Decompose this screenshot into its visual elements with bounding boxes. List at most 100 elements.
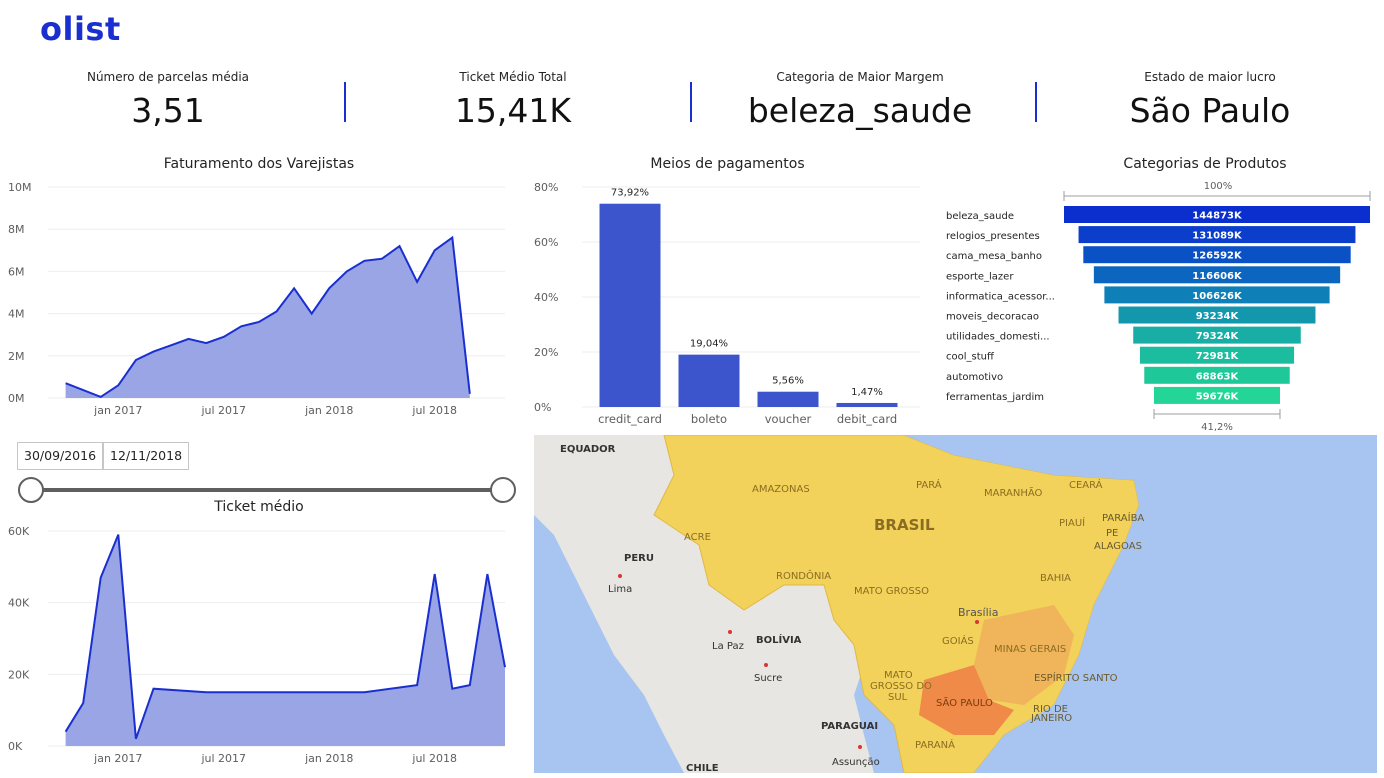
x-tick-label: jan 2017 xyxy=(93,404,142,417)
revenue-chart-title: Faturamento dos Varejistas xyxy=(163,156,355,172)
label-parana: PARANÁ xyxy=(915,738,955,751)
funnel-bar-label: 144873K xyxy=(1192,211,1243,222)
payments-chart-title: Meios de pagamentos xyxy=(650,156,805,172)
ticket-chart-title: Ticket médio xyxy=(214,499,304,515)
funnel-category-label: beleza_saude xyxy=(946,211,1014,222)
label-brasilia: Brasília xyxy=(958,606,998,619)
payment-bar[interactable] xyxy=(757,391,819,407)
funnel-category-label: cama_mesa_banho xyxy=(946,251,1042,262)
date-range-slider[interactable] xyxy=(15,474,520,506)
y-tick-label: 60% xyxy=(534,236,558,249)
label-ceara: CEARÁ xyxy=(1069,478,1103,491)
y-tick-label: 40K xyxy=(8,597,30,610)
label-equador: EQUADOR xyxy=(560,444,616,455)
slider-start-handle[interactable] xyxy=(18,477,44,503)
funnel-bottom-label: 41,2% xyxy=(1201,422,1233,433)
kpi-label: Ticket Médio Total xyxy=(459,70,567,84)
payment-bar-label: 5,56% xyxy=(772,376,804,387)
funnel-bar[interactable] xyxy=(1153,386,1281,404)
lima-dot xyxy=(618,574,622,578)
y-tick-label: 60K xyxy=(8,525,30,538)
brasilia-dot xyxy=(975,620,979,624)
funnel-bar[interactable] xyxy=(1064,206,1370,223)
categories-chart-title: Categorias de Produtos xyxy=(1123,156,1287,172)
y-tick-label: 20% xyxy=(534,346,558,359)
label-chile: CHILE xyxy=(686,763,719,773)
funnel-bar[interactable] xyxy=(1093,266,1341,284)
kpi-value: São Paulo xyxy=(1129,91,1291,130)
label-rio-de: RIO DE xyxy=(1033,704,1068,715)
payment-bar-label: 19,04% xyxy=(690,339,728,350)
funnel-category-label: ferramentas_jardim xyxy=(946,392,1044,403)
payment-category-label: credit_card xyxy=(598,412,662,426)
payment-category-label: debit_card xyxy=(837,412,897,426)
label-peru: PERU xyxy=(624,553,654,564)
categories-funnel[interactable]: 100% beleza_saude 144873K relogios_present… xyxy=(940,175,1380,435)
label-lima: Lima xyxy=(608,584,632,595)
funnel-bar[interactable] xyxy=(1104,286,1330,304)
label-brasil: BRASIL xyxy=(874,516,935,534)
north-ocean xyxy=(904,435,1377,480)
revenue-chart[interactable]: 10M 8M 6M 4M 2M 0M jan 2017 jul 2017 jan 2018 ju… xyxy=(0,175,520,425)
lapaz-dot xyxy=(728,630,732,634)
payment-bar-label: 1,47% xyxy=(851,387,883,398)
label-mato: MATO xyxy=(884,670,913,681)
y-tick-label: 40% xyxy=(534,291,558,304)
atlantic-ocean xyxy=(974,480,1377,773)
kpi-ticket: Ticket Médio Total 15,41K xyxy=(363,68,663,131)
funnel-category-label: cool_stuff xyxy=(946,352,995,363)
ticket-chart[interactable]: 60K 40K 20K 0K jan 2017 jul 2017 jan 2018 jul … xyxy=(0,520,520,778)
y-tick-label: 20K xyxy=(8,668,30,681)
ticket-area xyxy=(65,534,505,746)
funnel-bar[interactable] xyxy=(1083,246,1351,264)
payments-chart[interactable]: 80% 60% 40% 20% 0% 73,92% credit_card 19,04% bo… xyxy=(520,175,920,430)
kpi-value: 3,51 xyxy=(131,91,205,130)
label-acre: ACRE xyxy=(684,532,711,543)
slider-end-handle[interactable] xyxy=(490,477,516,503)
label-paraiba: PARAÍBA xyxy=(1102,511,1144,524)
label-assuncao: Assunção xyxy=(832,757,880,768)
label-grosso-do: GROSSO DO xyxy=(870,681,932,692)
ticket-line xyxy=(64,534,506,740)
label-amazonas: AMAZONAS xyxy=(752,484,810,495)
label-goias: GOIÁS xyxy=(942,634,974,647)
assuncao-dot xyxy=(858,745,862,749)
payment-bar[interactable] xyxy=(599,203,661,407)
y-tick-label: 6M xyxy=(8,265,25,278)
kpi-category: Categoria de Maior Margem beleza_saude xyxy=(710,68,1010,131)
kpi-label: Número de parcelas média xyxy=(86,70,250,84)
date-start-input[interactable]: 30/09/2016 xyxy=(17,442,104,470)
funnel-category-label: esporte_lazer xyxy=(946,271,1014,282)
date-end-input[interactable]: 12/11/2018 xyxy=(103,442,190,470)
funnel-category-label: informatica_acessor... xyxy=(946,291,1055,302)
minas-gerais-region xyxy=(974,605,1074,705)
kpi-divider xyxy=(1035,82,1037,122)
x-tick-label: jul 2018 xyxy=(411,752,457,765)
label-bahia: BAHIA xyxy=(1040,573,1071,584)
kpi-label: Categoria de Maior Margem xyxy=(776,70,944,84)
label-alagoas: ALAGOAS xyxy=(1094,541,1142,552)
funnel-category-label: moveis_decoracao xyxy=(946,312,1039,323)
y-tick-label: 0M xyxy=(8,392,25,405)
payment-bar[interactable] xyxy=(678,354,740,407)
x-tick-label: jan 2017 xyxy=(93,752,142,765)
y-tick-label: 2M xyxy=(8,350,25,363)
funnel-bar[interactable] xyxy=(1139,346,1295,364)
funnel-bar[interactable] xyxy=(1133,326,1301,344)
label-pe: PE xyxy=(1106,528,1118,539)
label-lapaz: La Paz xyxy=(712,641,744,652)
kpi-value: beleza_saude xyxy=(747,91,973,130)
funnel-bar[interactable] xyxy=(1078,226,1356,244)
funnel-category-label: automotivo xyxy=(946,372,1003,383)
y-tick-label: 10M xyxy=(8,181,32,194)
label-para: PARÁ xyxy=(916,478,942,491)
funnel-bar-label: 116606K xyxy=(1192,271,1243,282)
funnel-bar[interactable] xyxy=(1118,306,1316,324)
label-espirito: ESPÍRITO SANTO xyxy=(1034,671,1118,684)
payment-bar-label: 73,92% xyxy=(611,188,649,199)
brazil-map[interactable]: EQUADOR PERU Lima BOLÍVIA La Paz Sucre P… xyxy=(534,435,1377,773)
payment-bar[interactable] xyxy=(836,402,898,407)
y-tick-label: 8M xyxy=(8,223,25,236)
label-sucre: Sucre xyxy=(754,673,782,684)
funnel-bar[interactable] xyxy=(1144,366,1290,384)
